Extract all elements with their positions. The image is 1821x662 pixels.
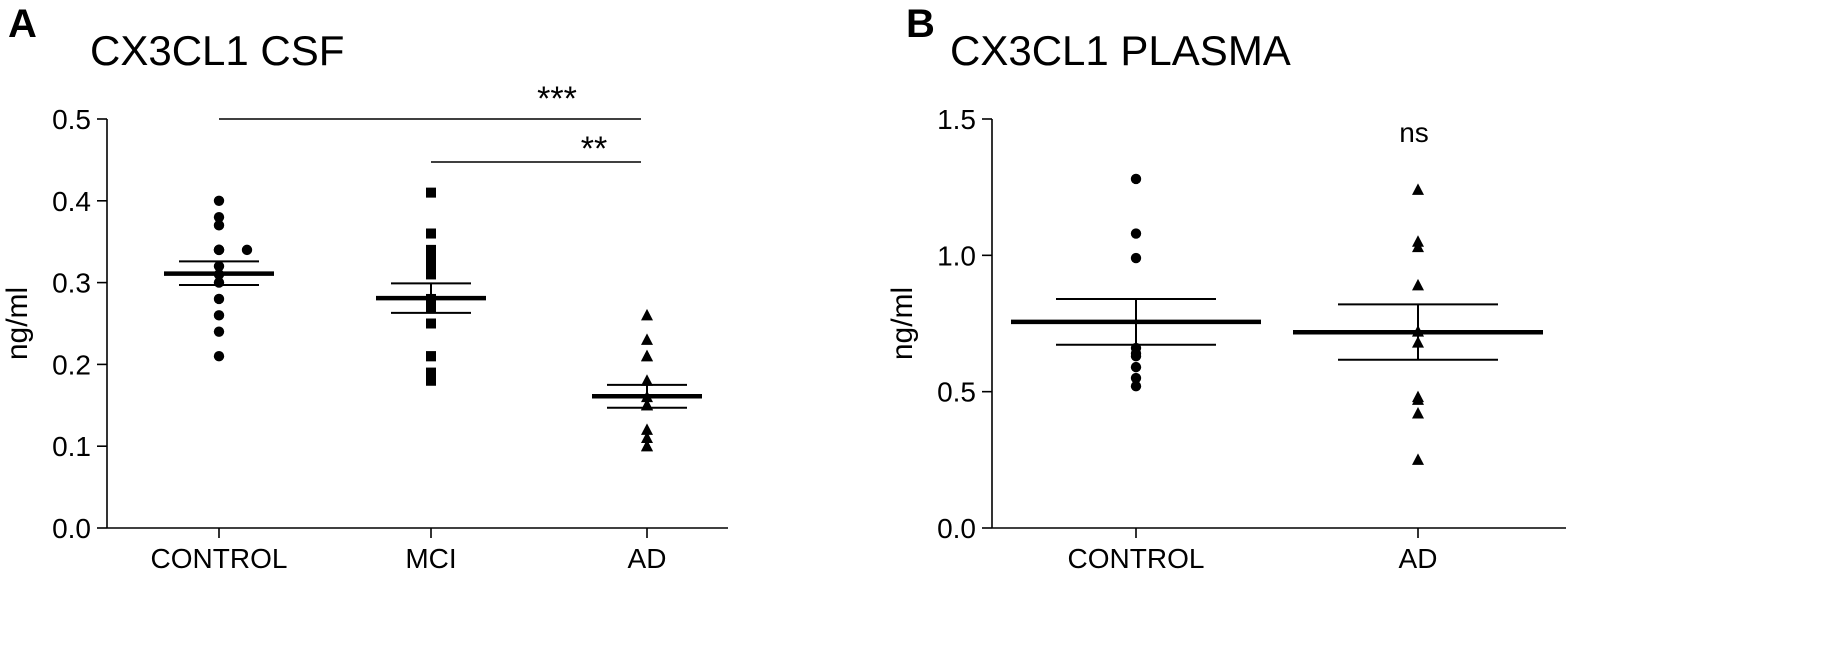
- data-point: [213, 293, 225, 305]
- y-axis-label: ng/ml: [886, 287, 919, 360]
- series-control: [1011, 173, 1261, 392]
- data-point: [1412, 183, 1424, 195]
- data-point: [426, 318, 436, 329]
- data-point: [426, 244, 436, 255]
- x-tick-label: AD: [1399, 543, 1438, 574]
- y-axis-label: ng/ml: [1, 287, 34, 360]
- x-tick-label: CONTROL: [151, 543, 288, 574]
- data-point: [641, 423, 653, 435]
- data-point: [641, 333, 653, 345]
- x-tick-label: CONTROL: [1068, 543, 1205, 574]
- y-tick-label: 0.5: [52, 104, 91, 135]
- series-ad: [592, 308, 702, 452]
- data-point: [1130, 372, 1142, 384]
- data-point: [1412, 393, 1424, 405]
- chart-title-csf: CX3CL1 CSF: [90, 27, 345, 74]
- series-mci: [376, 187, 486, 386]
- data-point: [1412, 240, 1424, 253]
- y-tick-label: 0.2: [52, 349, 91, 380]
- significance-label: ns: [1399, 117, 1429, 148]
- y-tick-label: 1.0: [937, 240, 976, 271]
- data-point: [213, 244, 225, 256]
- x-tick-label: AD: [628, 543, 667, 574]
- data-point: [426, 228, 436, 239]
- chart-title-plasma: CX3CL1 PLASMA: [950, 27, 1291, 74]
- y-tick-label: 0.0: [937, 513, 976, 544]
- series-ad: [1293, 183, 1543, 465]
- y-tick-label: 0.0: [52, 513, 91, 544]
- panel-letter-b: B: [906, 2, 935, 46]
- data-point: [641, 374, 653, 386]
- data-point: [641, 431, 653, 444]
- data-point: [641, 349, 653, 362]
- x-tick-label: MCI: [405, 543, 456, 574]
- data-point: [426, 261, 436, 272]
- data-point: [641, 308, 653, 321]
- data-point: [213, 351, 225, 362]
- data-point: [426, 351, 436, 362]
- series-control: [164, 195, 274, 362]
- data-point: [1130, 361, 1142, 373]
- data-point: [426, 269, 436, 280]
- data-point: [1412, 406, 1424, 419]
- panel-letter-a: A: [8, 2, 37, 46]
- data-point: [213, 310, 225, 321]
- y-tick-label: 0.4: [52, 186, 91, 217]
- significance-label: **: [581, 130, 607, 168]
- data-point: [426, 367, 436, 378]
- data-point: [1412, 278, 1424, 291]
- y-tick-label: 1.5: [937, 104, 976, 135]
- data-point: [1130, 381, 1142, 392]
- significance-label: ***: [537, 80, 577, 118]
- data-point: [641, 439, 653, 452]
- data-point: [426, 253, 436, 264]
- data-point: [1130, 228, 1142, 239]
- y-tick-label: 0.5: [937, 377, 976, 408]
- data-point: [1130, 252, 1142, 264]
- chart-plasma: 0.0 0.5 1.0 1.5 ng/ml CONTROL AD ns: [886, 104, 1566, 574]
- chart-csf: 0.0 0.1 0.2 0.3 0.4 0.5 ng/ml CONTROL MCI AD *****: [1, 80, 728, 574]
- data-point: [213, 326, 225, 337]
- data-point: [1412, 453, 1424, 465]
- data-point: [426, 187, 436, 198]
- data-point: [213, 211, 225, 223]
- data-point: [1130, 351, 1142, 362]
- y-tick-label: 0.3: [52, 268, 91, 299]
- data-point: [213, 220, 225, 231]
- data-point: [241, 244, 253, 256]
- data-point: [1130, 173, 1142, 185]
- data-point: [213, 195, 225, 206]
- y-tick-label: 0.1: [52, 431, 91, 462]
- data-point: [426, 375, 436, 386]
